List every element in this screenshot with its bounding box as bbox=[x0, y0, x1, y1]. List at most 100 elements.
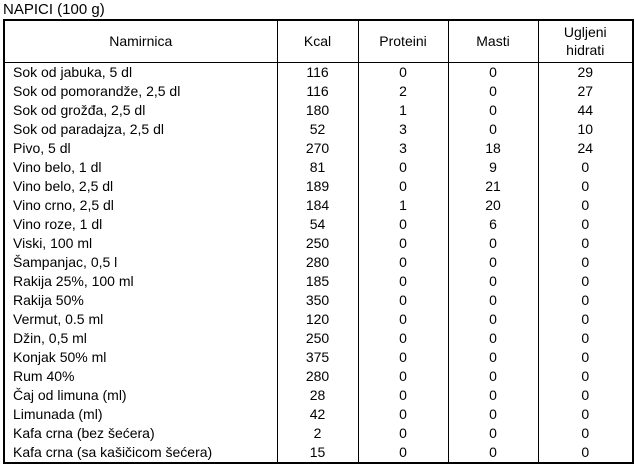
cell-ugljeni-hidrati: 0 bbox=[537, 176, 634, 196]
cell-kcal: 280 bbox=[276, 252, 359, 272]
table-body: Sok od jabuka, 5 dl 116 0 0 29 Sok od pomoran… bbox=[3, 62, 634, 463]
cell-proteini: 3 bbox=[357, 119, 449, 139]
column-header-masti: Masti bbox=[447, 19, 539, 63]
cell-kcal: 42 bbox=[276, 404, 359, 424]
table-row: Vino belo, 1 dl 81 0 9 0 bbox=[3, 157, 634, 177]
table-row: Kafa crna (sa kašičicom šećera) 15 0 0 0 bbox=[3, 442, 634, 463]
cell-ugljeni-hidrati: 0 bbox=[537, 328, 634, 348]
cell-masti: 0 bbox=[447, 442, 539, 463]
cell-ugljeni-hidrati: 24 bbox=[537, 138, 634, 158]
cell-proteini: 0 bbox=[357, 252, 449, 272]
cell-ugljeni-hidrati: 0 bbox=[537, 442, 634, 463]
cell-ugljeni-hidrati: 10 bbox=[537, 119, 634, 139]
cell-proteini: 0 bbox=[357, 328, 449, 348]
column-header-proteini: Proteini bbox=[357, 19, 449, 63]
cell-kcal: 15 bbox=[276, 442, 359, 463]
cell-ugljeni-hidrati: 0 bbox=[537, 404, 634, 424]
table-row: Džin, 0,5 ml 250 0 0 0 bbox=[3, 328, 634, 348]
cell-ugljeni-hidrati: 0 bbox=[537, 290, 634, 310]
cell-masti: 0 bbox=[447, 233, 539, 253]
cell-proteini: 0 bbox=[357, 62, 449, 82]
table-row: Vermut, 0.5 ml 120 0 0 0 bbox=[3, 309, 634, 329]
cell-namirnica: Limunada (ml) bbox=[3, 404, 278, 424]
cell-ugljeni-hidrati: 0 bbox=[537, 195, 634, 215]
cell-masti: 0 bbox=[447, 404, 539, 424]
cell-proteini: 0 bbox=[357, 233, 449, 253]
cell-proteini: 3 bbox=[357, 138, 449, 158]
cell-proteini: 0 bbox=[357, 290, 449, 310]
cell-ugljeni-hidrati: 0 bbox=[537, 423, 634, 443]
cell-kcal: 250 bbox=[276, 233, 359, 253]
cell-namirnica: Sok od grožđa, 2,5 dl bbox=[3, 100, 278, 120]
cell-proteini: 0 bbox=[357, 214, 449, 234]
cell-kcal: 250 bbox=[276, 328, 359, 348]
table-row: Vino belo, 2,5 dl 189 0 21 0 bbox=[3, 176, 634, 196]
cell-proteini: 0 bbox=[357, 404, 449, 424]
cell-kcal: 185 bbox=[276, 271, 359, 291]
cell-kcal: 116 bbox=[276, 81, 359, 101]
cell-ugljeni-hidrati: 29 bbox=[537, 62, 634, 82]
cell-kcal: 270 bbox=[276, 138, 359, 158]
cell-proteini: 0 bbox=[357, 309, 449, 329]
cell-ugljeni-hidrati: 0 bbox=[537, 157, 634, 177]
cell-namirnica: Sok od paradajza, 2,5 dl bbox=[3, 119, 278, 139]
cell-namirnica: Čaj od limuna (ml) bbox=[3, 385, 278, 405]
cell-ugljeni-hidrati: 0 bbox=[537, 252, 634, 272]
table-row: Sok od paradajza, 2,5 dl 52 3 0 10 bbox=[3, 119, 634, 139]
page-title: NAPICI (100 g) bbox=[3, 1, 105, 18]
cell-ugljeni-hidrati: 0 bbox=[537, 309, 634, 329]
cell-namirnica: Kafa crna (bez šećera) bbox=[3, 423, 278, 443]
cell-namirnica: Sok od pomorandže, 2,5 dl bbox=[3, 81, 278, 101]
table-row: Šampanjac, 0,5 l 280 0 0 0 bbox=[3, 252, 634, 272]
cell-namirnica: Vino crno, 2,5 dl bbox=[3, 195, 278, 215]
cell-masti: 0 bbox=[447, 347, 539, 367]
cell-kcal: 81 bbox=[276, 157, 359, 177]
cell-masti: 0 bbox=[447, 290, 539, 310]
cell-proteini: 1 bbox=[357, 195, 449, 215]
cell-proteini: 0 bbox=[357, 271, 449, 291]
cell-masti: 0 bbox=[447, 366, 539, 386]
cell-masti: 0 bbox=[447, 423, 539, 443]
cell-kcal: 184 bbox=[276, 195, 359, 215]
cell-kcal: 2 bbox=[276, 423, 359, 443]
cell-kcal: 28 bbox=[276, 385, 359, 405]
cell-namirnica: Viski, 100 ml bbox=[3, 233, 278, 253]
cell-masti: 0 bbox=[447, 119, 539, 139]
cell-proteini: 2 bbox=[357, 81, 449, 101]
cell-kcal: 120 bbox=[276, 309, 359, 329]
cell-masti: 0 bbox=[447, 328, 539, 348]
header-row: Namirnica Kcal Proteini Masti Ugljeni hi… bbox=[3, 19, 634, 63]
cell-namirnica: Vino belo, 2,5 dl bbox=[3, 176, 278, 196]
cell-masti: 0 bbox=[447, 81, 539, 101]
table-row: Čaj od limuna (ml) 28 0 0 0 bbox=[3, 385, 634, 405]
cell-namirnica: Sok od jabuka, 5 dl bbox=[3, 62, 278, 82]
cell-namirnica: Vino roze, 1 dl bbox=[3, 214, 278, 234]
cell-masti: 18 bbox=[447, 138, 539, 158]
cell-kcal: 189 bbox=[276, 176, 359, 196]
nutrition-table: Namirnica Kcal Proteini Masti Ugljeni hi… bbox=[3, 19, 634, 464]
cell-masti: 0 bbox=[447, 62, 539, 82]
cell-ugljeni-hidrati: 44 bbox=[537, 100, 634, 120]
table-row: Rakija 25%, 100 ml 185 0 0 0 bbox=[3, 271, 634, 291]
cell-namirnica: Vermut, 0.5 ml bbox=[3, 309, 278, 329]
table-row: Viski, 100 ml 250 0 0 0 bbox=[3, 233, 634, 253]
cell-ugljeni-hidrati: 0 bbox=[537, 233, 634, 253]
cell-namirnica: Rum 40% bbox=[3, 366, 278, 386]
table-row: Sok od jabuka, 5 dl 116 0 0 29 bbox=[3, 62, 634, 82]
cell-kcal: 116 bbox=[276, 62, 359, 82]
cell-namirnica: Šampanjac, 0,5 l bbox=[3, 252, 278, 272]
cell-namirnica: Konjak 50% ml bbox=[3, 347, 278, 367]
cell-namirnica: Vino belo, 1 dl bbox=[3, 157, 278, 177]
column-header-kcal: Kcal bbox=[276, 19, 359, 63]
column-header-namirnica: Namirnica bbox=[3, 19, 278, 63]
cell-masti: 20 bbox=[447, 195, 539, 215]
cell-proteini: 0 bbox=[357, 366, 449, 386]
cell-kcal: 54 bbox=[276, 214, 359, 234]
cell-proteini: 0 bbox=[357, 347, 449, 367]
cell-kcal: 180 bbox=[276, 100, 359, 120]
cell-ugljeni-hidrati: 0 bbox=[537, 385, 634, 405]
cell-proteini: 0 bbox=[357, 157, 449, 177]
cell-namirnica: Rakija 25%, 100 ml bbox=[3, 271, 278, 291]
column-header-ugljeni-hidrati: Ugljeni hidrati bbox=[537, 19, 634, 63]
